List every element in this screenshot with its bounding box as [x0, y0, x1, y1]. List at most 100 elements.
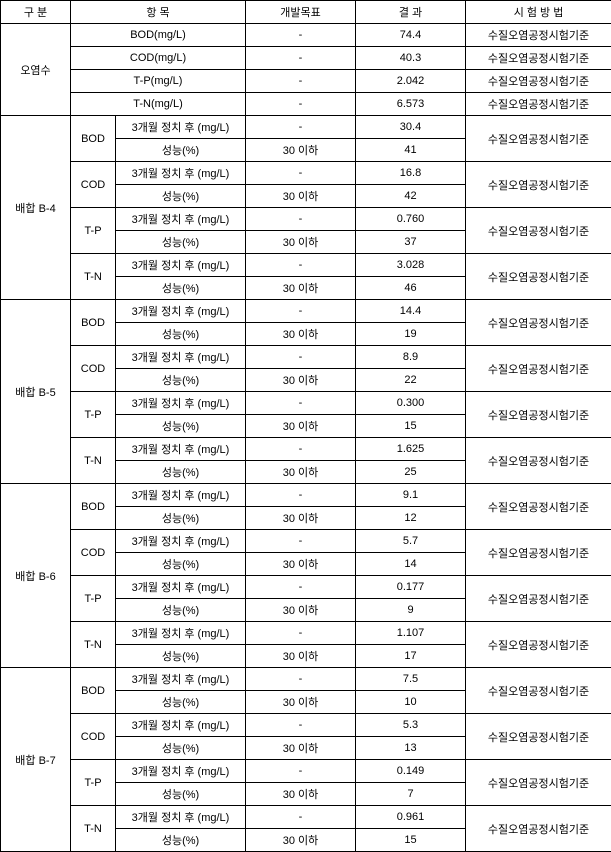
- target-cell: 30 이하: [246, 323, 356, 346]
- method-cell: 수질오염공정시험기준: [466, 116, 611, 162]
- result-cell: 17: [356, 645, 466, 668]
- result-cell: 3.028: [356, 254, 466, 277]
- result-cell: 19: [356, 323, 466, 346]
- pollutant-item-name: BOD(mg/L): [71, 24, 246, 47]
- target-cell: 30 이하: [246, 139, 356, 162]
- method-cell: 수질오염공정시험기준: [466, 346, 611, 392]
- item-perf: 성능(%): [116, 369, 246, 392]
- header-result: 결 과: [356, 1, 466, 24]
- result-cell: 15: [356, 829, 466, 852]
- result-cell: 12: [356, 507, 466, 530]
- result-cell: 1.625: [356, 438, 466, 461]
- result-cell: 2.042: [356, 70, 466, 93]
- target-cell: -: [246, 47, 356, 70]
- pollutant-item-name: COD(mg/L): [71, 47, 246, 70]
- target-cell: -: [246, 346, 356, 369]
- method-cell: 수질오염공정시험기준: [466, 806, 611, 852]
- item-after3m: 3개월 정치 후 (mg/L): [116, 392, 246, 415]
- method-cell: 수질오염공정시험기준: [466, 760, 611, 806]
- method-cell: 수질오염공정시험기준: [466, 300, 611, 346]
- target-cell: 30 이하: [246, 691, 356, 714]
- param-label: COD: [71, 714, 116, 760]
- result-cell: 0.177: [356, 576, 466, 599]
- item-after3m: 3개월 정치 후 (mg/L): [116, 714, 246, 737]
- target-cell: -: [246, 530, 356, 553]
- result-cell: 9: [356, 599, 466, 622]
- param-label: COD: [71, 346, 116, 392]
- param-label: T-N: [71, 254, 116, 300]
- mix-label: 배합 B-6: [1, 484, 71, 668]
- result-cell: 16.8: [356, 162, 466, 185]
- target-cell: 30 이하: [246, 461, 356, 484]
- data-table: 구 분항 목개발목표결 과시 험 방 법오염수BOD(mg/L)-74.4수질오…: [0, 0, 611, 852]
- param-label: BOD: [71, 116, 116, 162]
- result-cell: 37: [356, 231, 466, 254]
- pollutant-item-name: T-N(mg/L): [71, 93, 246, 116]
- param-label: T-P: [71, 392, 116, 438]
- target-cell: 30 이하: [246, 783, 356, 806]
- result-cell: 41: [356, 139, 466, 162]
- item-after3m: 3개월 정치 후 (mg/L): [116, 300, 246, 323]
- result-cell: 40.3: [356, 47, 466, 70]
- mix-label: 배합 B-5: [1, 300, 71, 484]
- result-cell: 6.573: [356, 93, 466, 116]
- result-cell: 42: [356, 185, 466, 208]
- result-cell: 74.4: [356, 24, 466, 47]
- method-cell: 수질오염공정시험기준: [466, 622, 611, 668]
- item-perf: 성능(%): [116, 461, 246, 484]
- result-cell: 25: [356, 461, 466, 484]
- item-perf: 성능(%): [116, 783, 246, 806]
- method-cell: 수질오염공정시험기준: [466, 70, 611, 93]
- pollutant-item-name: T-P(mg/L): [71, 70, 246, 93]
- header-method: 시 험 방 법: [466, 1, 611, 24]
- method-cell: 수질오염공정시험기준: [466, 162, 611, 208]
- target-cell: 30 이하: [246, 599, 356, 622]
- result-cell: 14: [356, 553, 466, 576]
- target-cell: -: [246, 760, 356, 783]
- item-after3m: 3개월 정치 후 (mg/L): [116, 438, 246, 461]
- target-cell: 30 이하: [246, 277, 356, 300]
- param-label: BOD: [71, 668, 116, 714]
- param-label: COD: [71, 162, 116, 208]
- target-cell: -: [246, 254, 356, 277]
- item-after3m: 3개월 정치 후 (mg/L): [116, 484, 246, 507]
- param-label: T-N: [71, 806, 116, 852]
- method-cell: 수질오염공정시험기준: [466, 254, 611, 300]
- target-cell: -: [246, 70, 356, 93]
- target-cell: 30 이하: [246, 369, 356, 392]
- result-cell: 46: [356, 277, 466, 300]
- result-cell: 14.4: [356, 300, 466, 323]
- method-cell: 수질오염공정시험기준: [466, 484, 611, 530]
- target-cell: 30 이하: [246, 231, 356, 254]
- result-cell: 0.961: [356, 806, 466, 829]
- item-perf: 성능(%): [116, 415, 246, 438]
- method-cell: 수질오염공정시험기준: [466, 576, 611, 622]
- item-perf: 성능(%): [116, 737, 246, 760]
- target-cell: -: [246, 300, 356, 323]
- item-perf: 성능(%): [116, 231, 246, 254]
- mix-label: 배합 B-4: [1, 116, 71, 300]
- target-cell: 30 이하: [246, 737, 356, 760]
- target-cell: -: [246, 392, 356, 415]
- result-cell: 15: [356, 415, 466, 438]
- method-cell: 수질오염공정시험기준: [466, 24, 611, 47]
- param-label: T-P: [71, 760, 116, 806]
- target-cell: -: [246, 438, 356, 461]
- result-cell: 30.4: [356, 116, 466, 139]
- item-perf: 성능(%): [116, 139, 246, 162]
- param-label: T-N: [71, 438, 116, 484]
- mix-label: 배합 B-7: [1, 668, 71, 852]
- target-cell: -: [246, 714, 356, 737]
- item-after3m: 3개월 정치 후 (mg/L): [116, 806, 246, 829]
- result-cell: 8.9: [356, 346, 466, 369]
- result-cell: 1.107: [356, 622, 466, 645]
- item-after3m: 3개월 정치 후 (mg/L): [116, 116, 246, 139]
- param-label: COD: [71, 530, 116, 576]
- method-cell: 수질오염공정시험기준: [466, 208, 611, 254]
- header-division: 구 분: [1, 1, 71, 24]
- item-after3m: 3개월 정치 후 (mg/L): [116, 668, 246, 691]
- method-cell: 수질오염공정시험기준: [466, 47, 611, 70]
- target-cell: -: [246, 622, 356, 645]
- target-cell: -: [246, 576, 356, 599]
- target-cell: -: [246, 668, 356, 691]
